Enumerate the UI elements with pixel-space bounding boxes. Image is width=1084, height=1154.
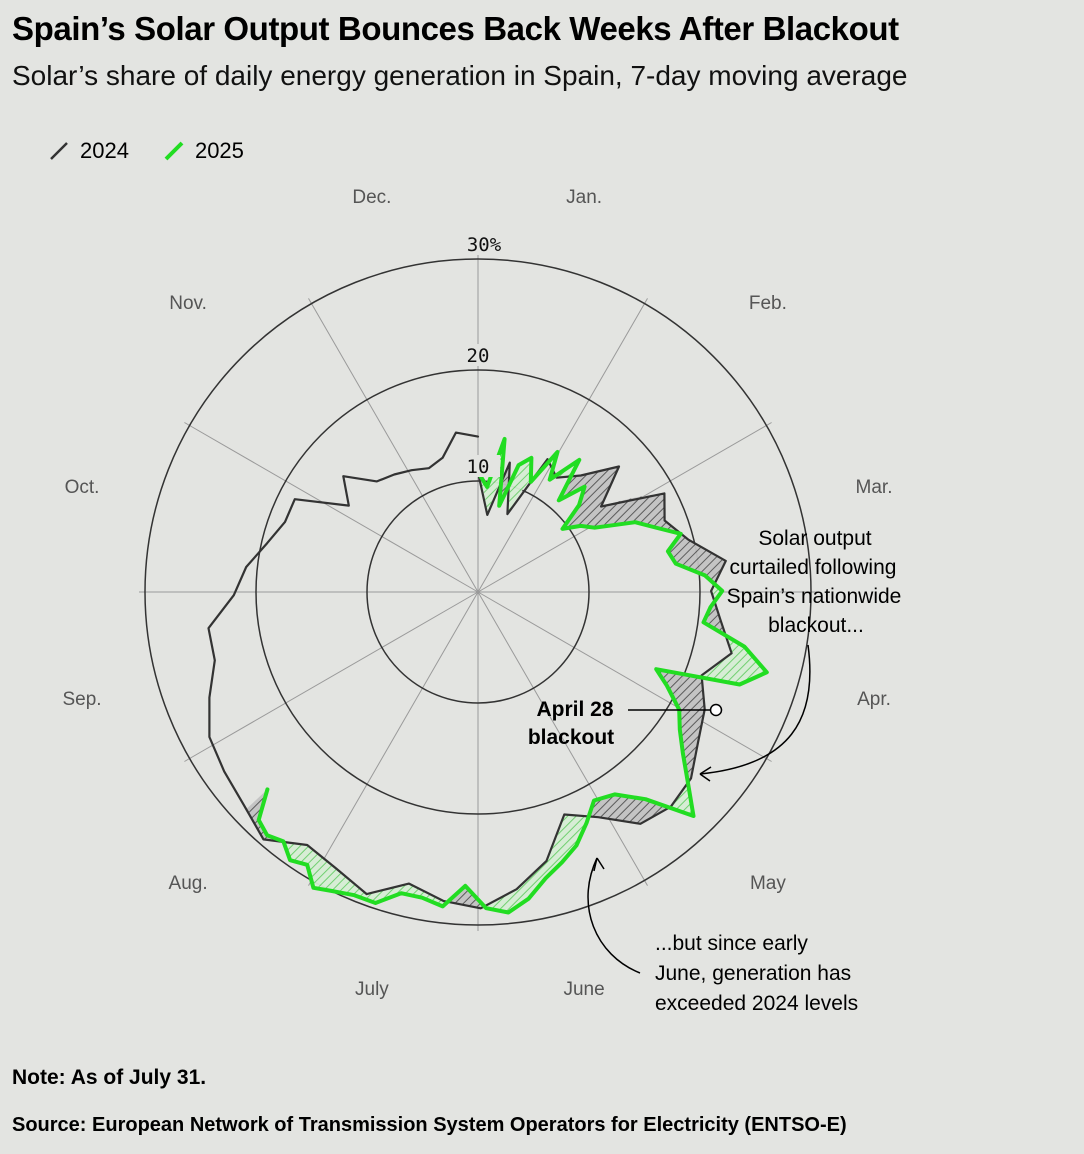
month-label-7: Aug. xyxy=(169,873,208,894)
month-label-10: Nov. xyxy=(169,293,207,314)
difference-area-9 xyxy=(703,603,735,640)
annotation-exceeded-line-1: ...but since early xyxy=(655,932,808,955)
month-label-3: Apr. xyxy=(857,689,891,710)
curtailed-arrowhead xyxy=(699,766,712,782)
annotation-exceeded-line-3: exceeded 2024 levels xyxy=(655,992,858,1015)
month-label-1: Feb. xyxy=(749,293,787,314)
annotation-curtailed-line-1: Solar output xyxy=(758,527,871,550)
annotation-blackout-line-2: blackout xyxy=(528,726,614,749)
blackout-marker xyxy=(709,703,723,717)
tick-label-10: 10 xyxy=(467,456,490,478)
legend-swatch-2024 xyxy=(50,142,68,160)
chart-source: Source: European Network of Transmission… xyxy=(12,1114,847,1136)
month-label-8: Sep. xyxy=(62,689,101,710)
difference-area-16 xyxy=(282,841,444,907)
spoke-5 xyxy=(477,591,648,886)
tick-label-bg-20 xyxy=(456,344,500,366)
month-label-0: Jan. xyxy=(566,187,602,208)
annotation-curtailed-line-4: blackout... xyxy=(768,614,864,637)
difference-area-17 xyxy=(246,789,284,843)
legend-item-2025: 2025 xyxy=(163,138,244,164)
exceeded-arrowhead xyxy=(593,857,605,872)
series-lines xyxy=(207,431,769,915)
spoke-11 xyxy=(308,298,479,593)
tick-label-bg-30 xyxy=(456,233,500,255)
difference-area-14 xyxy=(480,814,589,913)
ring-10 xyxy=(366,480,590,704)
exceeded-arrow xyxy=(587,857,641,974)
legend-label-2024: 2024 xyxy=(80,138,129,163)
spoke-8 xyxy=(184,591,479,762)
annotation-curtailed-line-2: curtailed following xyxy=(730,556,897,579)
chart-subtitle: Solar’s share of daily energy generation… xyxy=(12,60,908,91)
month-label-4: May xyxy=(750,873,786,894)
difference-area-10 xyxy=(697,638,767,685)
month-label-9: Oct. xyxy=(65,477,100,498)
tick-label-bg-10 xyxy=(456,455,500,477)
difference-area-2 xyxy=(507,457,535,515)
annotations: April 28 blackout Solar output curtailed… xyxy=(528,527,902,1015)
annotation-curtailed: Solar output curtailed following Spain’s… xyxy=(699,527,902,782)
tick-label-30: 30% xyxy=(467,234,502,256)
spoke-1 xyxy=(477,298,648,593)
chart-title: Spain’s Solar Output Bounces Back Weeks … xyxy=(12,10,899,47)
axis-labels: Jan. Feb. Mar. Apr. May June July Aug. Sep. Oct. N… xyxy=(62,187,892,1000)
month-label-5: June xyxy=(563,979,604,1000)
annotation-curtailed-line-3: Spain’s nationwide xyxy=(727,585,902,608)
annotation-blackout: April 28 blackout xyxy=(528,698,723,749)
tick-label-20: 20 xyxy=(467,345,490,367)
spoke-10 xyxy=(184,422,479,593)
legend: 2024 2025 xyxy=(48,138,244,164)
legend-label-2025: 2025 xyxy=(194,138,244,163)
series-line-2024 xyxy=(207,431,733,910)
difference-area-7 xyxy=(558,466,726,587)
spoke-4 xyxy=(477,591,772,762)
annotation-exceeded: ...but since early June, generation has … xyxy=(587,857,858,1015)
curtailed-arrow xyxy=(699,644,811,775)
annotation-exceeded-line-2: June, generation has xyxy=(655,962,851,985)
ring-20 xyxy=(255,369,701,815)
annotation-blackout-line-1: April 28 xyxy=(536,698,613,721)
spoke-7 xyxy=(308,591,479,886)
legend-swatch-2025 xyxy=(164,141,184,161)
ring-30 xyxy=(144,258,812,926)
month-label-6: July xyxy=(355,979,389,1000)
legend-item-2024: 2024 xyxy=(48,138,129,164)
month-label-2: Mar. xyxy=(856,477,893,498)
month-label-11: Dec. xyxy=(352,187,391,208)
chart-note: Note: As of July 31. xyxy=(12,1066,207,1089)
series-line-2025 xyxy=(256,436,769,915)
